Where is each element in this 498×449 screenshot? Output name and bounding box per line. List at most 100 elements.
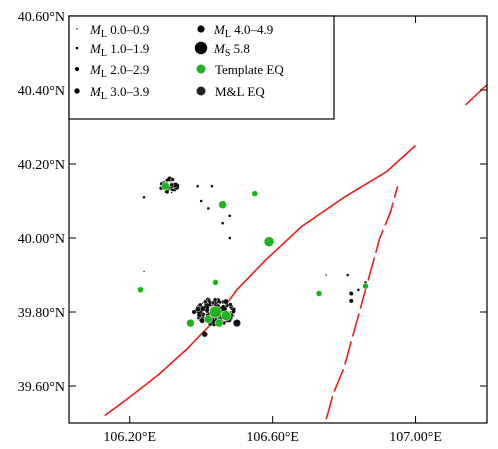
template-eq-point	[362, 282, 369, 290]
legend-label: M&L EQ	[215, 84, 265, 99]
earthquake-point	[220, 306, 224, 310]
earthquake-point	[197, 317, 200, 319]
y-tick-label: 39.60°N	[18, 380, 65, 395]
earthquake-point	[208, 301, 212, 304]
earthquake-point	[223, 298, 229, 305]
template-eq-point	[220, 310, 232, 321]
x-tick-label: 107.00°E	[389, 430, 442, 445]
earthquake-point	[325, 274, 327, 276]
earthquake-point	[227, 320, 230, 322]
earthquake-point	[205, 304, 208, 308]
y-tick-label: 40.40°N	[18, 84, 65, 99]
template-eq-point	[212, 279, 219, 286]
earthquake-point	[142, 196, 146, 199]
earthquake-events	[142, 176, 367, 337]
earthquake-point	[233, 307, 236, 311]
earthquake-point	[206, 309, 210, 312]
earthquake-point	[195, 306, 201, 313]
earthquake-point	[202, 331, 208, 337]
x-tick-label: 106.20°E	[103, 430, 156, 445]
template-eq-point	[218, 200, 227, 209]
legend-symbol	[196, 64, 206, 74]
earthquake-point	[202, 318, 204, 321]
earthquake-point	[206, 307, 210, 310]
earthquake-point	[349, 298, 354, 303]
earthquake-point	[207, 313, 210, 315]
earthquake-point	[205, 310, 207, 312]
earthquake-point	[207, 304, 210, 306]
earthquake-point	[165, 178, 169, 182]
y-tick-label: 40.60°N	[18, 10, 65, 25]
earthquake-point	[197, 313, 200, 317]
earthquake-point	[164, 190, 168, 194]
legend-label: ML 4.0–4.9	[213, 22, 273, 40]
earthquake-point	[163, 180, 165, 183]
legend-symbol	[196, 86, 206, 96]
earthquake-point	[223, 307, 226, 310]
earthquake-point	[222, 300, 224, 302]
earthquake-point	[231, 308, 233, 310]
x-tick-label: 106.60°E	[246, 430, 299, 445]
earthquake-point	[210, 304, 212, 307]
earthquake-point	[199, 199, 203, 203]
earthquake-point	[233, 315, 235, 317]
y-tick-label: 40.00°N	[18, 232, 65, 247]
earthquake-point	[207, 207, 210, 210]
legend-label: Template EQ	[215, 62, 284, 77]
legend-label: ML 1.0–1.9	[89, 41, 149, 59]
template-earthquakes	[137, 181, 369, 328]
legend-label: ML 3.0–3.9	[89, 84, 149, 102]
fault-line	[325, 185, 399, 420]
template-eq-point	[204, 315, 213, 324]
y-axis: 39.60°N 39.80°N 40.00°N 40.20°N 40.40°N 40.60…	[18, 10, 487, 395]
earthquake-point	[203, 299, 208, 304]
template-eq-point	[263, 236, 275, 247]
y-tick-label: 40.20°N	[18, 158, 65, 173]
fault-lines	[104, 83, 487, 420]
template-eq-point	[161, 181, 170, 191]
legend-symbol	[75, 46, 79, 50]
legend-label: ML 0.0–0.9	[89, 22, 149, 40]
earthquake-point	[203, 306, 206, 308]
earthquake-point	[346, 273, 349, 277]
legend: ML 0.0–0.9ML 1.0–1.9 ML 2.0–2.9 ML 3.0–3.9…	[68, 15, 335, 120]
earthquake-point	[170, 177, 175, 182]
earthquake-point	[199, 310, 203, 314]
earthquake-point	[233, 319, 241, 327]
legend-symbol	[74, 88, 80, 94]
legend-symbol	[197, 25, 205, 33]
earthquake-point	[228, 214, 232, 218]
earthquake-point	[169, 182, 174, 188]
earthquake-point	[201, 314, 205, 317]
earthquake-point	[200, 310, 203, 312]
earthquake-point	[201, 302, 204, 304]
fault-line	[104, 144, 417, 417]
legend-symbol	[194, 41, 208, 55]
template-eq-point	[209, 305, 222, 319]
legend-label: MS 5.8	[213, 41, 250, 59]
earthquake-point	[197, 302, 203, 308]
template-eq-point	[186, 318, 195, 328]
legend-symbol	[76, 28, 78, 30]
earthquake-point	[228, 236, 232, 240]
fault-line	[465, 83, 487, 106]
earthquake-point	[212, 319, 216, 323]
earthquake-point	[210, 300, 216, 305]
earthquake-point	[357, 288, 360, 292]
earthquake-point	[170, 191, 173, 194]
earthquake-point	[203, 308, 205, 310]
legend-label: ML 2.0–2.9	[89, 62, 149, 80]
x-axis: 106.20°E 106.60°E 107.00°E	[103, 16, 442, 445]
earthquake-point	[349, 291, 354, 296]
y-tick-label: 39.80°N	[18, 306, 65, 321]
template-eq-point	[315, 290, 323, 297]
earthquake-point	[192, 310, 197, 314]
earthquake-point	[199, 317, 206, 324]
earthquake-point	[176, 184, 179, 187]
template-eq-point	[214, 318, 224, 328]
earthquake-point	[218, 301, 222, 304]
earthquake-point	[210, 184, 214, 188]
template-eq-point	[137, 286, 144, 294]
earthquake-point	[221, 221, 224, 225]
